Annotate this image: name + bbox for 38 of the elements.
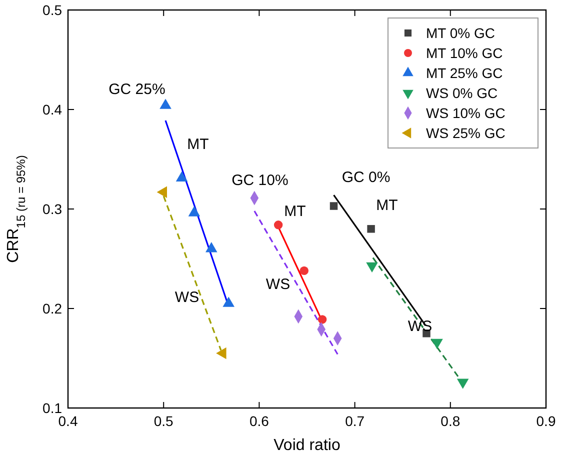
point: [206, 242, 218, 252]
annotation: WS: [266, 276, 290, 293]
point: [456, 378, 469, 389]
annotation: WS: [174, 288, 200, 306]
x-axis-title: Void ratio: [274, 437, 340, 454]
point: [188, 206, 200, 216]
annotation: WS: [408, 318, 432, 335]
annotation: MT: [187, 136, 209, 153]
x-tick-label: 0.5: [154, 413, 174, 429]
point: [300, 266, 308, 276]
legend-label: WS 10% GC: [426, 105, 506, 121]
point: [160, 98, 172, 109]
x-tick-label: 0.6: [249, 413, 270, 429]
y-tick-label: 0.1: [42, 400, 62, 416]
y-tick-label: 0.3: [42, 201, 62, 217]
point: [176, 171, 188, 182]
x-tick-label: 0.7: [345, 413, 365, 429]
annotation: GC 10%: [232, 172, 288, 189]
y-tick-label: 0.2: [42, 300, 62, 316]
legend-label: MT 10% GC: [426, 45, 503, 61]
point: [330, 202, 338, 210]
point: [431, 338, 443, 350]
x-tick-label: 0.9: [536, 413, 556, 429]
point: [274, 220, 283, 230]
legend-label: WS 0% GC: [426, 85, 498, 101]
legend-label: WS 25% GC: [426, 125, 506, 141]
y-tick-label: 0.5: [42, 2, 62, 18]
annotation: GC 25%: [108, 80, 166, 98]
legend-label: MT 25% GC: [426, 65, 503, 81]
legend-label: MT 0% GC: [426, 25, 495, 41]
point: [318, 315, 327, 324]
y-tick-label: 0.4: [42, 102, 62, 118]
x-tick-label: 0.8: [440, 413, 460, 429]
annotation: MT: [376, 196, 398, 214]
annotation: MT: [284, 202, 306, 220]
point: [367, 225, 375, 233]
annotation: GC 0%: [342, 168, 390, 186]
x-tick-label: 0.4: [58, 413, 78, 429]
